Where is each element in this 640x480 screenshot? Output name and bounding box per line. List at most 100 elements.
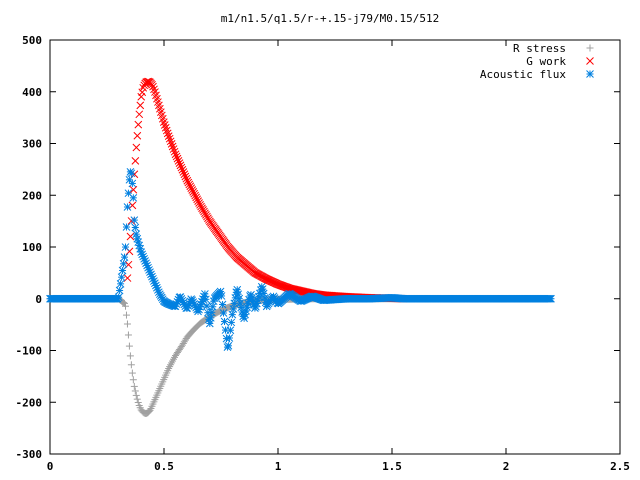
data-point bbox=[172, 152, 181, 161]
data-point bbox=[180, 170, 189, 179]
data-point bbox=[192, 193, 201, 202]
data-point bbox=[237, 303, 246, 312]
data-point bbox=[203, 302, 211, 310]
data-point bbox=[115, 286, 124, 295]
data-point bbox=[131, 223, 140, 232]
data-point bbox=[122, 311, 130, 319]
data-point bbox=[133, 395, 141, 403]
series-acoustic-flux bbox=[46, 168, 555, 351]
data-point bbox=[131, 387, 139, 395]
data-point bbox=[163, 129, 172, 138]
data-point bbox=[259, 289, 268, 298]
data-point bbox=[125, 342, 133, 350]
data-point bbox=[130, 382, 138, 390]
data-point bbox=[127, 361, 135, 369]
y-tick-label: -200 bbox=[16, 396, 43, 409]
data-point bbox=[177, 163, 186, 172]
data-point bbox=[229, 305, 238, 313]
data-point bbox=[236, 299, 245, 307]
data-point bbox=[181, 172, 190, 181]
data-point bbox=[161, 123, 170, 132]
data-point bbox=[133, 131, 142, 140]
data-point bbox=[196, 200, 204, 209]
legend-marker bbox=[586, 57, 594, 65]
data-point bbox=[219, 309, 228, 317]
data-point bbox=[170, 147, 179, 156]
data-point bbox=[122, 223, 131, 231]
data-point bbox=[547, 294, 555, 303]
data-point bbox=[129, 185, 138, 194]
x-tick-label: 0.5 bbox=[154, 460, 174, 473]
data-point bbox=[129, 193, 138, 202]
data-point bbox=[130, 216, 139, 224]
data-point bbox=[132, 143, 141, 152]
data-point bbox=[137, 92, 146, 101]
x-tick-label: 2.5 bbox=[610, 460, 630, 473]
legend-marker bbox=[586, 44, 594, 52]
data-point bbox=[149, 82, 157, 91]
x-tick-label: 0 bbox=[47, 460, 54, 473]
y-tick-label: 500 bbox=[22, 34, 42, 47]
data-point bbox=[123, 203, 132, 211]
data-point bbox=[183, 176, 192, 185]
data-point bbox=[169, 145, 178, 153]
data-point bbox=[136, 101, 145, 110]
data-point bbox=[116, 279, 125, 288]
data-point bbox=[123, 320, 131, 328]
data-point bbox=[189, 187, 198, 196]
data-point bbox=[150, 85, 158, 94]
data-point bbox=[225, 334, 234, 342]
data-point bbox=[165, 134, 174, 143]
data-point bbox=[171, 150, 180, 159]
data-point bbox=[148, 80, 156, 89]
plot-area bbox=[46, 77, 555, 417]
data-point bbox=[216, 287, 225, 296]
data-point bbox=[114, 293, 123, 302]
data-point bbox=[159, 118, 168, 126]
data-point bbox=[235, 294, 244, 303]
x-tick-label: 2 bbox=[503, 460, 510, 473]
data-point bbox=[193, 195, 201, 204]
y-tick-label: -300 bbox=[16, 448, 43, 461]
data-point bbox=[182, 174, 191, 183]
data-point bbox=[191, 191, 200, 200]
data-point bbox=[190, 189, 199, 198]
data-point bbox=[194, 197, 202, 205]
data-point bbox=[164, 132, 173, 140]
data-point bbox=[128, 201, 137, 210]
x-tick-label: 1.5 bbox=[382, 460, 402, 473]
y-tick-label: 400 bbox=[22, 86, 42, 99]
data-point bbox=[178, 165, 187, 174]
y-tick-label: 0 bbox=[35, 293, 42, 306]
data-point bbox=[220, 317, 229, 326]
data-point bbox=[132, 230, 141, 239]
data-point bbox=[186, 182, 195, 191]
data-point bbox=[185, 180, 194, 189]
legend-marker bbox=[586, 70, 594, 78]
data-point bbox=[162, 126, 171, 135]
x-tick-label: 1 bbox=[275, 460, 282, 473]
data-point bbox=[195, 199, 203, 207]
data-point bbox=[179, 168, 188, 176]
data-point bbox=[187, 184, 196, 192]
data-point bbox=[217, 292, 226, 300]
data-point bbox=[132, 391, 140, 399]
legend-label: Acoustic flux bbox=[480, 68, 566, 81]
data-point bbox=[166, 137, 175, 146]
data-point bbox=[131, 157, 140, 165]
series-g-work bbox=[123, 77, 407, 303]
data-point bbox=[120, 253, 129, 261]
data-point bbox=[168, 142, 177, 151]
data-point bbox=[135, 110, 144, 119]
data-point bbox=[118, 266, 127, 275]
y-tick-label: 100 bbox=[22, 241, 42, 254]
data-point bbox=[121, 302, 129, 310]
data-point bbox=[134, 399, 142, 407]
data-point bbox=[139, 83, 148, 92]
data-point bbox=[138, 88, 147, 97]
data-point bbox=[184, 178, 193, 187]
data-point bbox=[188, 186, 197, 194]
chart-title: m1/n1.5/q1.5/r-+.15-j79/M0.15/512 bbox=[221, 12, 440, 25]
data-point bbox=[227, 318, 236, 327]
data-point bbox=[127, 217, 136, 225]
